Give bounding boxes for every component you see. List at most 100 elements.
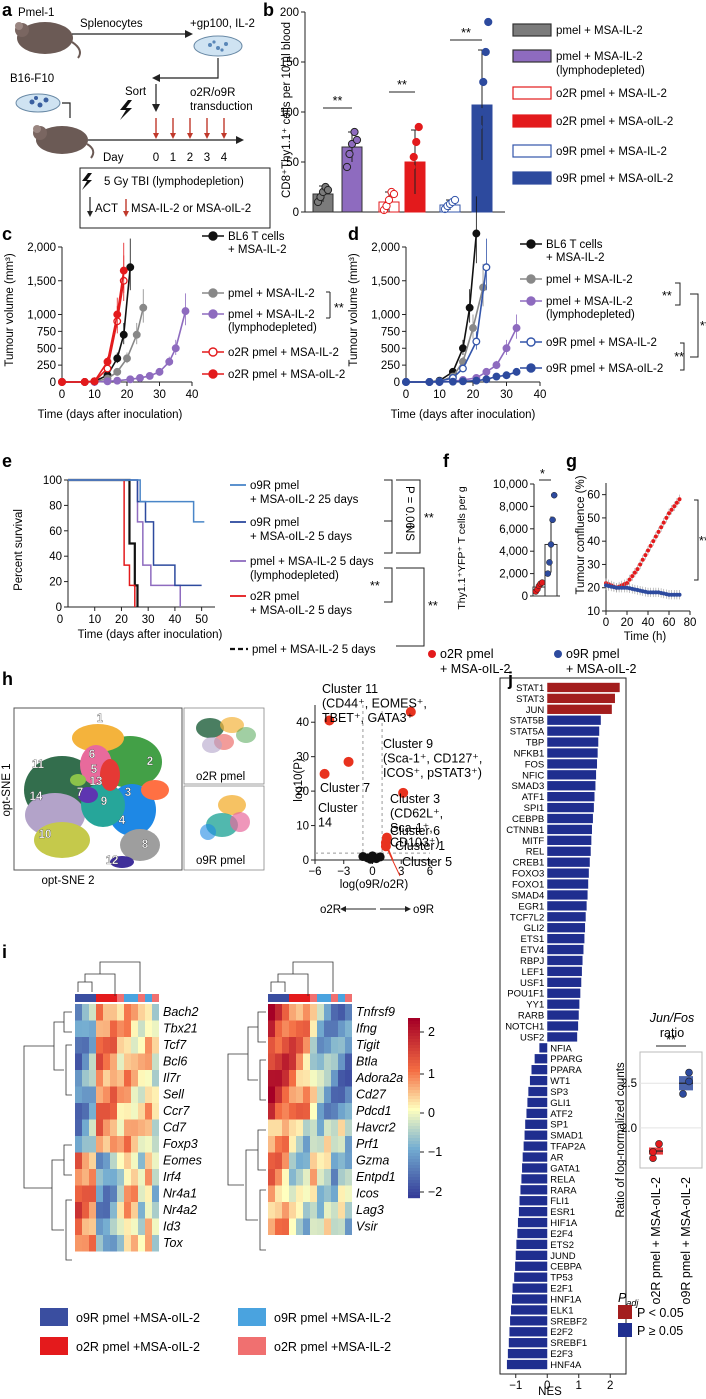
heatmap-left-group-bar [131, 994, 138, 1002]
legend-marker-2 [526, 274, 536, 284]
colorbar-segment [408, 1045, 420, 1049]
panel-b-point [479, 77, 488, 87]
ytick-label: 1,000 [371, 310, 400, 322]
panel-b-point [352, 135, 362, 145]
heatmap-left-row-dendrogram [23, 1011, 72, 1261]
heatmap-left-cell [89, 1070, 96, 1087]
panel-e-xtick0-label: 0 [57, 614, 63, 626]
panel-e-xtick-label: 30 [142, 614, 155, 626]
panel-b-ytick-label: 50 [286, 157, 299, 169]
volcano-annotation-3: Cluster 7 [320, 781, 370, 795]
heatmap-left-cell [152, 1086, 159, 1103]
legend-label2-3: (lymphodepleted) [546, 309, 635, 321]
heatmap-right-gene-Lag3: Lag3 [356, 1203, 384, 1217]
heatmap-right-cell [310, 1152, 317, 1169]
series-point [459, 344, 467, 353]
transduction-label-2: transduction [190, 101, 253, 113]
volcano-ytick-label: 10 [296, 821, 309, 833]
treatment-box [79, 167, 271, 229]
panel-b-legend-label-4: o2R pmel + MSA-oIL-2 [556, 116, 673, 128]
panel-d-sig-2: ** [674, 350, 684, 364]
panel-j-bar-TFAP2A [523, 1141, 548, 1151]
panel-j-bar-RBPJ [547, 955, 583, 966]
junfos-point [649, 1148, 657, 1156]
heatmap-left-cell [145, 1235, 152, 1252]
tsne-cluster-7: 7 [77, 787, 83, 799]
heatmap-right-cell [289, 1218, 296, 1235]
heatmap-right-cell [289, 1136, 296, 1153]
panel-j-junfos-inset: Jun/Fos ratio Ratio of log-normalized co… [615, 1011, 703, 1304]
colorbar-segment [408, 1057, 420, 1061]
day-label-2: 2 [187, 152, 193, 164]
heatmap-right-cell [317, 1070, 324, 1087]
legend-marker-1 [526, 239, 536, 249]
panel-e-legend-label-1: o9R pmel [250, 480, 299, 492]
panel-j-label-ETV4: ETV4 [520, 945, 544, 956]
tsne-cluster-2: 2 [147, 756, 153, 768]
panel-j-bar-ELK1 [511, 1305, 548, 1315]
panel-j-bar-HIF1A [517, 1217, 548, 1228]
panel-d-growth-chart: Tumour volume (mm³) Time (days after ino… [348, 196, 706, 421]
panel-f-point [549, 516, 556, 524]
colorbar-segment [408, 1066, 420, 1070]
panel-d-axes: 0 250 500 750 1,000 1,500 2,000 0 10 20 30 40 [371, 242, 546, 401]
legend-marker-1 [208, 231, 218, 241]
heatmap-right-cell [268, 1037, 275, 1054]
colorbar-segment [408, 1099, 420, 1103]
heatmap-left-cell [110, 1169, 117, 1186]
panel-j-bar-SP3 [528, 1086, 548, 1097]
heatmap-right-cell [317, 1185, 324, 1202]
heatmap-right-cell [345, 1004, 352, 1021]
series-point [465, 303, 474, 312]
colorbar-segment [408, 1039, 420, 1043]
heatmap-left-cell [96, 1103, 103, 1120]
panel-j-bar-SREBF1 [508, 1338, 548, 1348]
junfos-point [685, 1077, 693, 1086]
day-label-0: 0 [153, 152, 159, 164]
heatmap-left-cell [82, 1152, 89, 1169]
xtick-label: 0 [59, 389, 65, 401]
panel-j-bar-LEF1 [547, 966, 582, 977]
heatmap-left-cell [103, 1202, 110, 1219]
heatmap-right-cell [317, 1136, 324, 1153]
heatmap-left-cell [96, 1235, 103, 1252]
panel-g-point-1 [648, 543, 653, 548]
panel-g-point-1 [667, 511, 671, 516]
panel-b-point [471, 147, 480, 157]
heatmap-right-cell [338, 1152, 345, 1169]
heatmap-right-cell [282, 1119, 289, 1136]
panel-g-point-1 [656, 529, 661, 534]
panel-j-bar-E2F4 [517, 1228, 548, 1239]
heatmap-right-cell [331, 1070, 338, 1087]
panel-j-bar-MITF [547, 835, 592, 846]
heatmap-right-cell [324, 1053, 331, 1070]
padj-title: Padj [618, 1291, 639, 1308]
heatmap-right-cell [303, 1202, 310, 1219]
heatmap-right-cell [345, 1119, 352, 1136]
junfos-title-2: ratio [660, 1026, 684, 1040]
colorbar-segment [408, 1123, 420, 1127]
panel-j-bar-ETS1 [547, 933, 585, 944]
heatmap-right-cell [289, 1169, 296, 1186]
series-point [472, 376, 481, 385]
colorbar-segment [408, 1150, 420, 1154]
heatmap-left-cell [103, 1235, 110, 1252]
panel-j-bar-SMAD4 [547, 890, 588, 900]
heatmap-right-cell [324, 1070, 331, 1087]
volcano-points [319, 706, 416, 864]
heatmap-right-cell [331, 1218, 338, 1235]
fg-legend-marker-2 [554, 650, 562, 658]
panel-j-label-HIF1A: HIF1A [550, 1218, 578, 1229]
panel-b-legend-swatch-3 [512, 86, 552, 100]
panel-j-bar-STAT5B [547, 715, 601, 725]
panel-e-series [68, 478, 205, 607]
heatmap-right-cell [324, 1185, 331, 1202]
panel-i-legend-label-2: o9R pmel +MSA-IL-2 [274, 1311, 391, 1325]
heatmap-left-cell [117, 1119, 124, 1136]
colorbar-segment [408, 1030, 420, 1034]
colorbar-segment [408, 1096, 420, 1100]
panel-d-ylabel: Tumour volume (mm³) [348, 253, 360, 366]
heatmap-right-cell [338, 1086, 345, 1103]
